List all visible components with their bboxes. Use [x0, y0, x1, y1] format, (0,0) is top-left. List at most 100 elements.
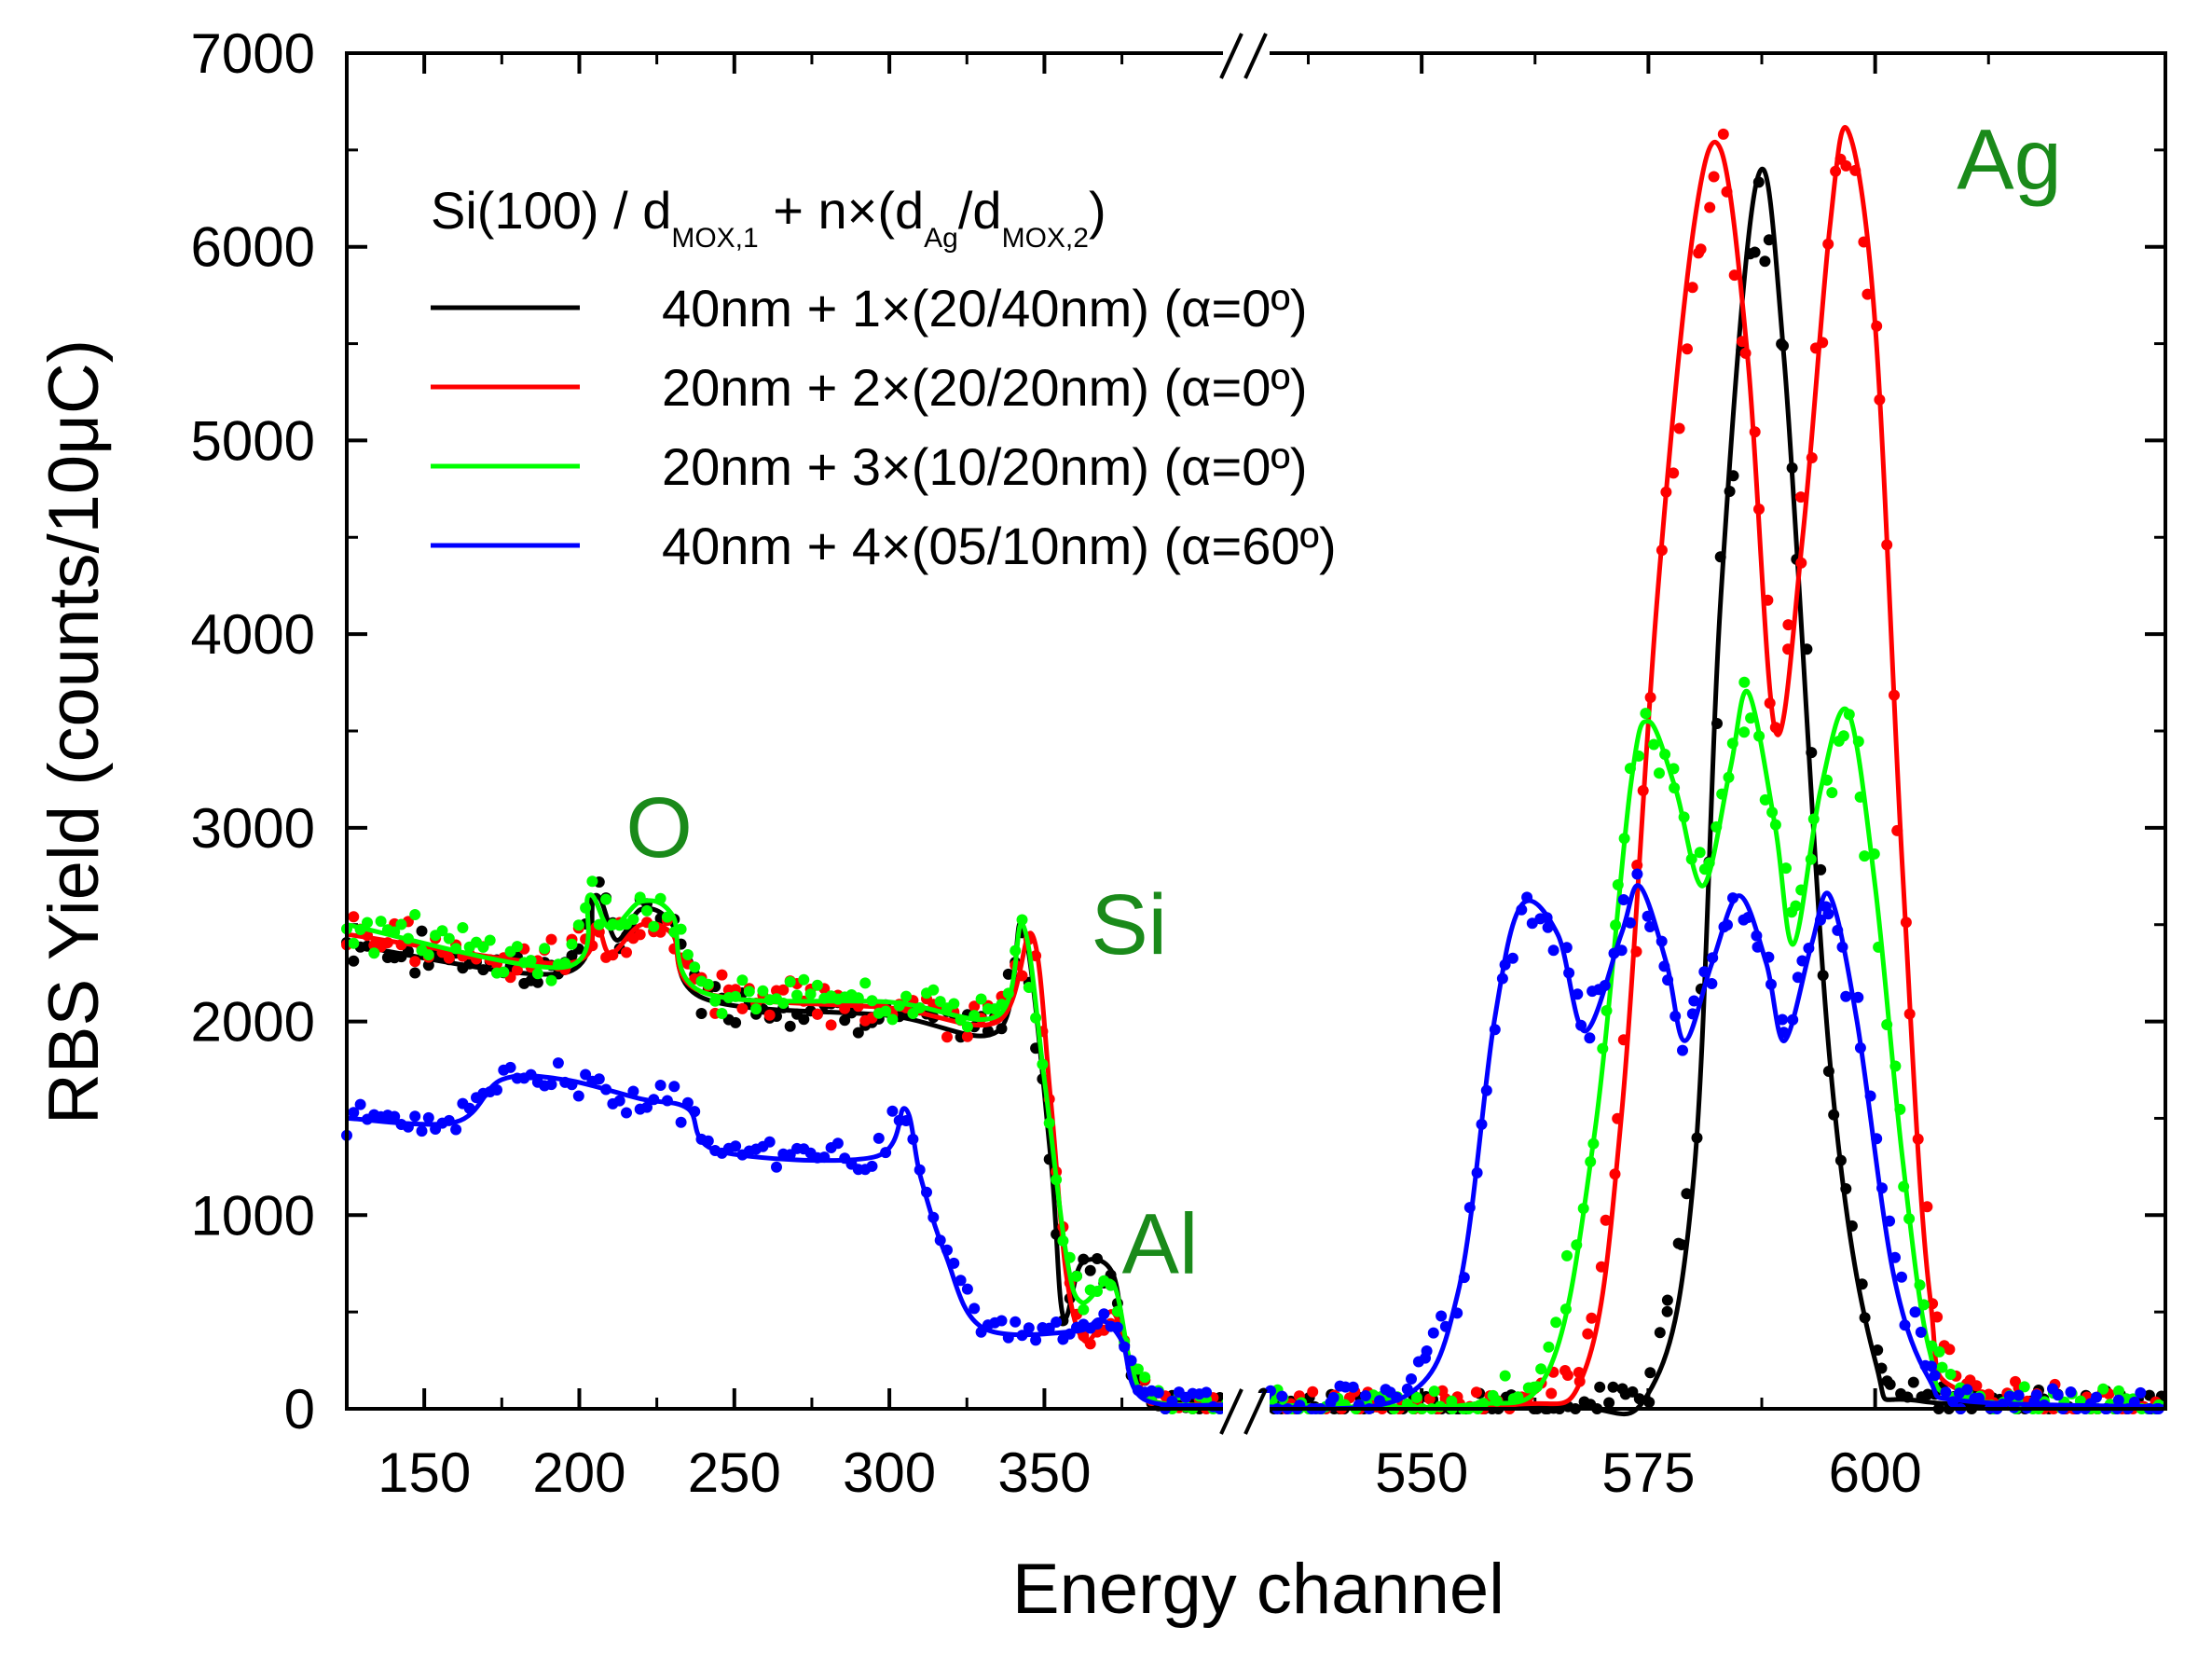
annotation-si: Si [1091, 877, 1167, 972]
data-point [1428, 1385, 1440, 1398]
data-point [348, 911, 360, 923]
x-tick-label: 150 [378, 1441, 471, 1504]
data-point [1582, 1328, 1594, 1340]
annotation-o: O [625, 780, 693, 875]
legend-label: 40nm + 4×(05/10nm) (α=60º) [662, 517, 1337, 575]
x-tick-label: 250 [688, 1441, 781, 1504]
data-point [798, 973, 810, 986]
data-point [1561, 1249, 1573, 1261]
data-point [880, 1005, 892, 1017]
data-point [1907, 1376, 1919, 1388]
data-point [791, 989, 803, 1001]
data-point [1002, 968, 1014, 980]
data-point [552, 1057, 564, 1069]
data-point [1327, 1392, 1340, 1403]
data-point [852, 1027, 864, 1039]
data-point [1688, 995, 1700, 1007]
data-point [409, 909, 421, 920]
data-point [593, 1073, 605, 1085]
data-point [1421, 1345, 1433, 1357]
data-point [375, 916, 387, 928]
data-point [831, 1137, 844, 1150]
data-point [1561, 1370, 1573, 1381]
data-point [1909, 1306, 1921, 1318]
data-point [969, 1000, 981, 1013]
data-point [1307, 1385, 1319, 1398]
data-point [2091, 1391, 2102, 1403]
data-point [484, 934, 496, 946]
data-point [1682, 343, 1693, 355]
data-point [1896, 1271, 1907, 1283]
data-point [1673, 422, 1685, 434]
data-point [443, 932, 455, 944]
data-point [1777, 1013, 1789, 1026]
data-point [641, 1101, 653, 1113]
data-point [409, 1110, 421, 1123]
data-point [961, 1030, 973, 1042]
data-point [572, 919, 584, 931]
data-point [736, 1002, 749, 1014]
data-point [1694, 847, 1706, 859]
data-point [900, 990, 913, 1002]
y-tick-label: 1000 [191, 1184, 315, 1247]
x-tick-label: 350 [997, 1441, 1091, 1504]
data-point [422, 959, 434, 972]
data-point [627, 914, 639, 925]
fit-line-right [1257, 688, 2166, 1411]
data-point [354, 1098, 366, 1110]
data-point [2030, 1389, 2042, 1401]
data-point [1738, 726, 1751, 738]
data-point [1790, 900, 1802, 912]
data-point [545, 1079, 557, 1091]
data-point [572, 1090, 584, 1102]
data-point [1051, 1316, 1063, 1328]
data-point [1759, 255, 1771, 268]
data-point [757, 985, 769, 997]
fit-line-right [1257, 883, 2166, 1412]
axis-ticks [345, 51, 2165, 1411]
data-point [811, 1008, 823, 1020]
y-tick-label: 7000 [191, 22, 315, 85]
data-point [600, 893, 612, 905]
data-point [771, 1161, 782, 1173]
data-point [1686, 282, 1698, 294]
data-point [1749, 246, 1761, 258]
data-point [1668, 467, 1680, 479]
data-point [2013, 1389, 2025, 1401]
data-point [2018, 1381, 2030, 1393]
data-point [1706, 978, 1718, 989]
data-point [839, 1014, 851, 1027]
y-tick-label: 3000 [191, 797, 315, 860]
data-point [1738, 676, 1751, 688]
data-point [1654, 1327, 1666, 1339]
fit-line-right [1257, 166, 2166, 1416]
plot-frame [345, 51, 2167, 1411]
data-point [498, 966, 510, 978]
data-point [1704, 201, 1716, 214]
data-point [368, 947, 380, 959]
data-point [531, 976, 543, 988]
y-axis-label: RBS Yield (counts/10μC) [34, 339, 114, 1124]
x-tick-label: 600 [1829, 1441, 1922, 1504]
data-point [1543, 1341, 1555, 1353]
data-point [1782, 619, 1794, 631]
data-point [2097, 1383, 2109, 1395]
annotation-ag: Ag [1957, 112, 2062, 207]
data-point [2112, 1394, 2124, 1406]
data-point [1201, 1386, 1213, 1399]
data-point [545, 974, 557, 986]
data-point [1681, 1188, 1693, 1200]
data-point [1084, 1264, 1096, 1276]
data-point [825, 1019, 837, 1031]
data-point [1859, 850, 1871, 862]
data-point [1152, 1386, 1164, 1399]
data-point [1822, 908, 1834, 920]
series-4 [341, 868, 2166, 1414]
data-point [750, 1003, 763, 1015]
data-point [1499, 1370, 1511, 1382]
data-point [436, 925, 448, 937]
data-point [784, 976, 796, 987]
data-point [1933, 1345, 1945, 1358]
data-point [1717, 128, 1729, 140]
